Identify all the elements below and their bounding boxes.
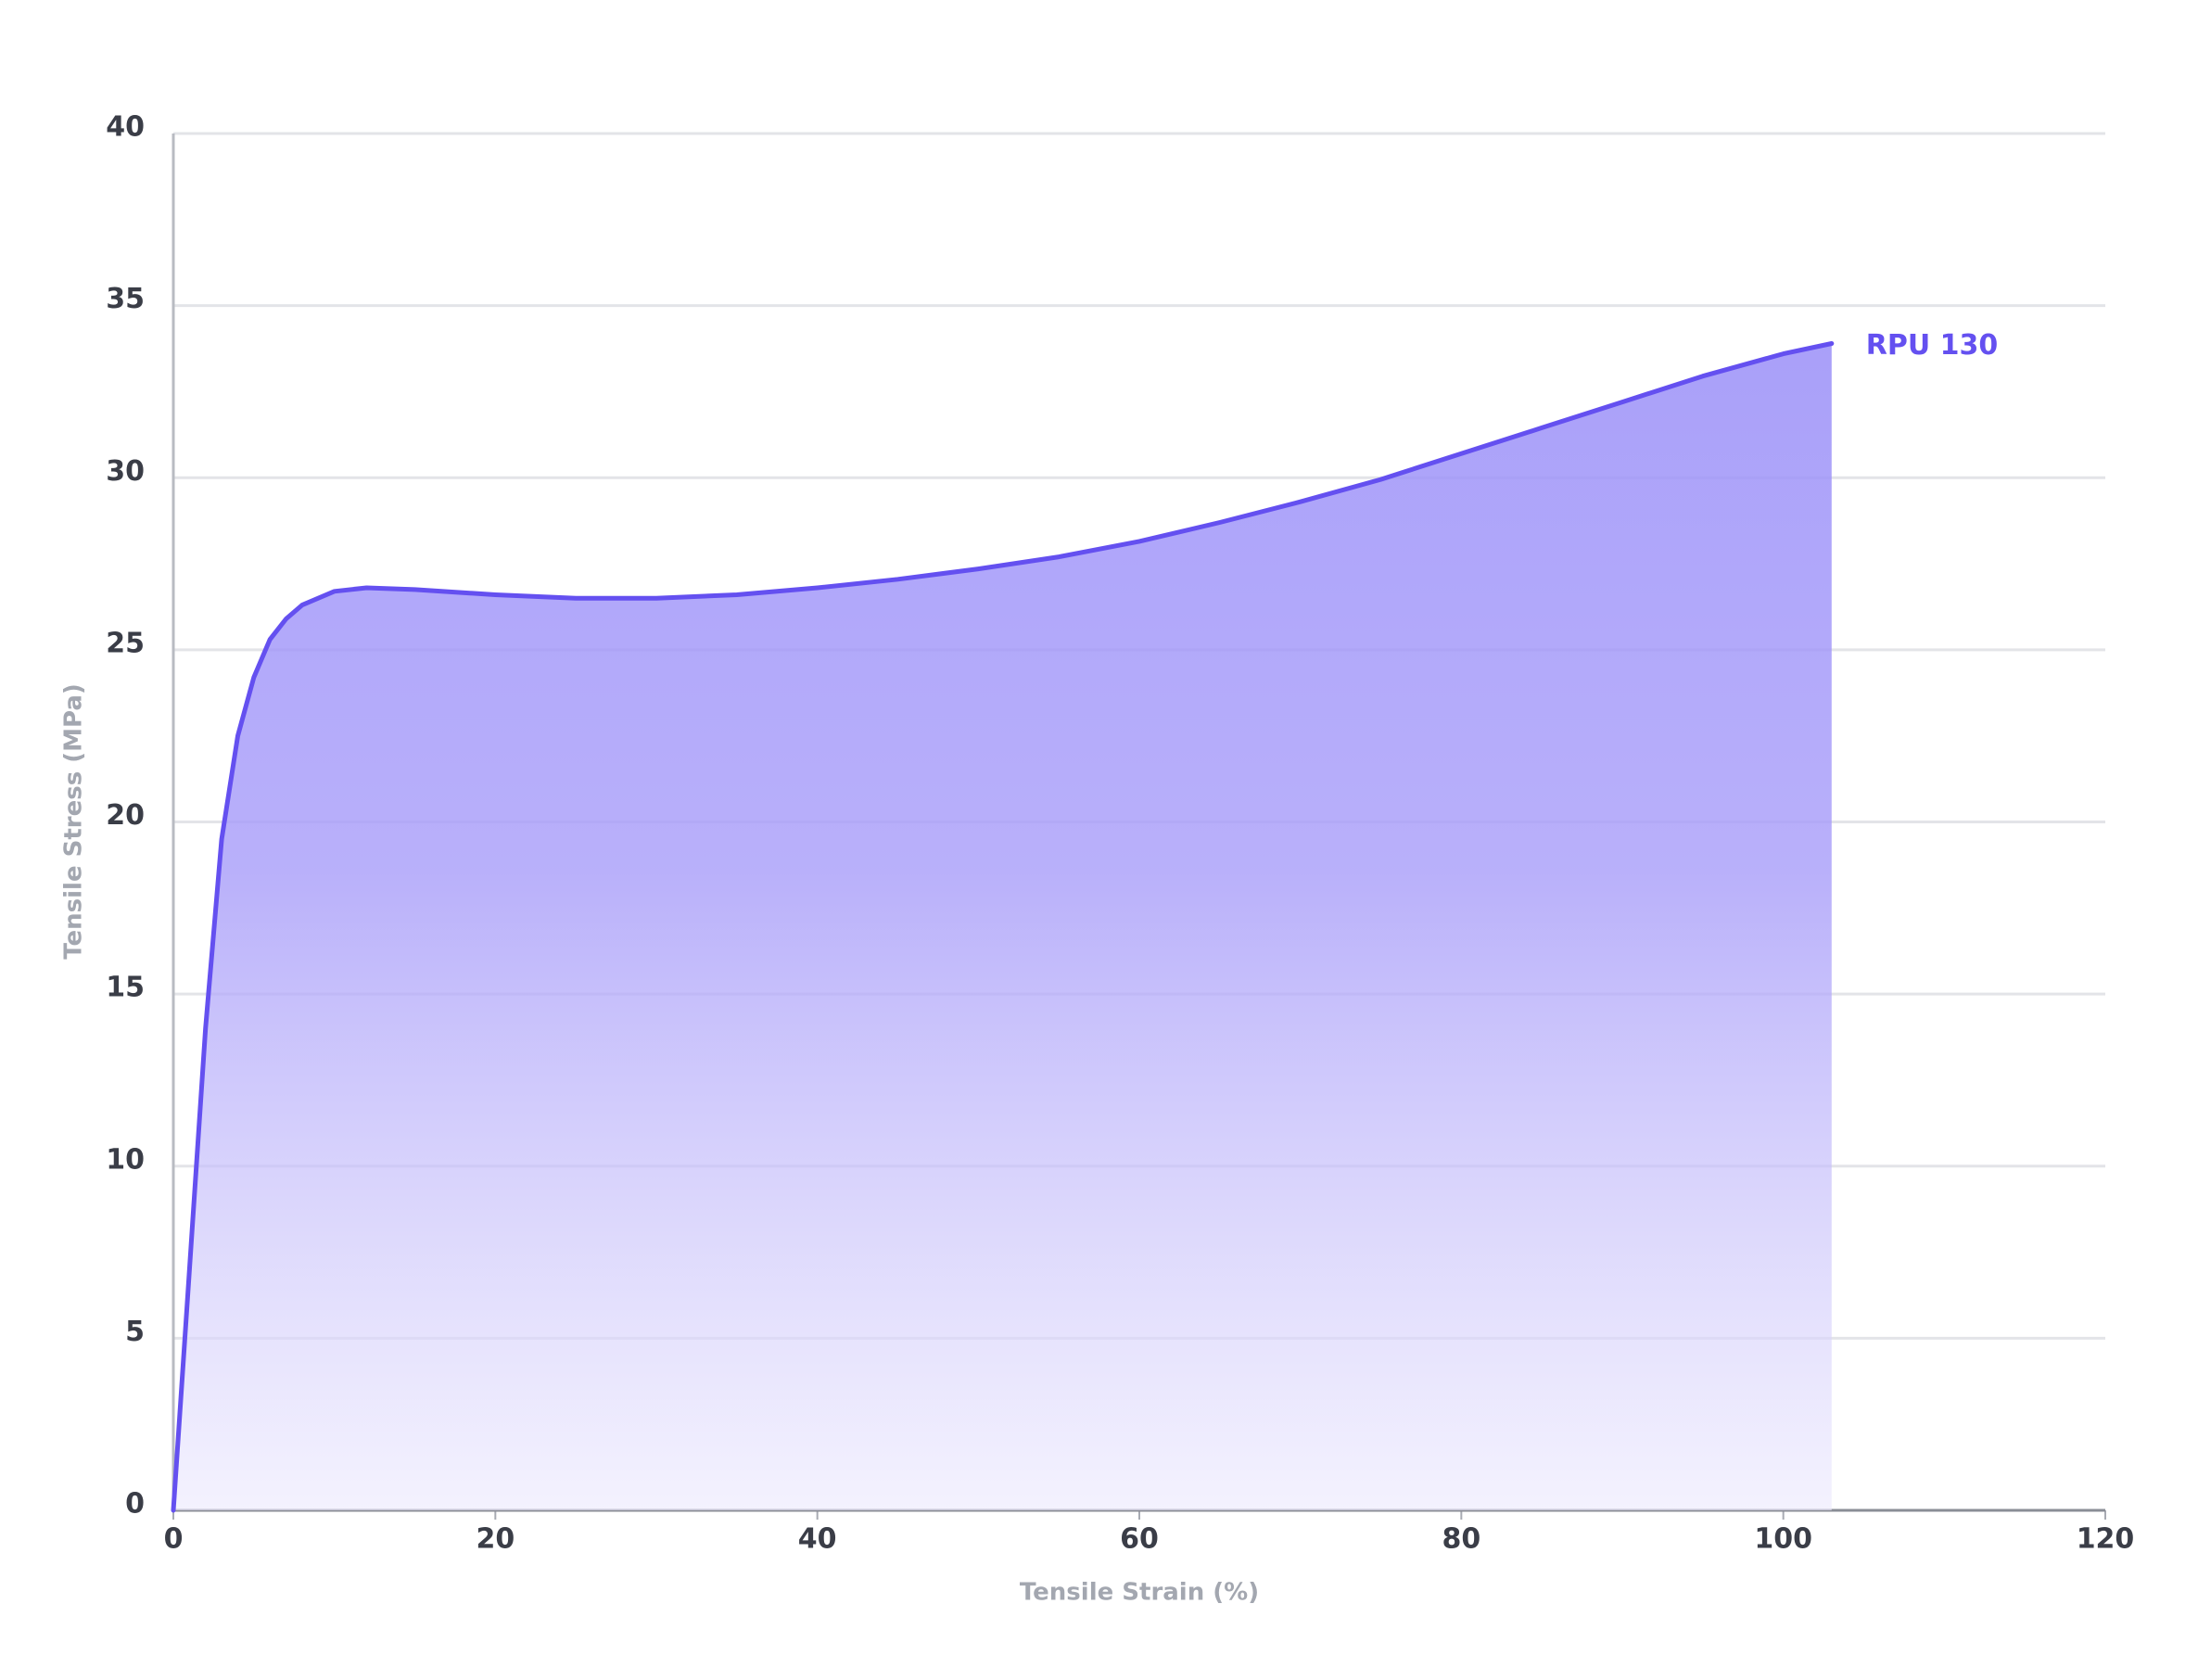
x-tick-label: 40 (798, 1523, 837, 1556)
y-tick-label: 30 (106, 455, 145, 488)
y-tick-label: 10 (106, 1143, 145, 1176)
y-tick-label: 5 (125, 1316, 145, 1348)
x-axis-title: Tensile Strain (%) (1020, 1579, 1259, 1607)
y-tick-label: 25 (106, 627, 145, 659)
line (171, 341, 1835, 1513)
y-tick-label: 0 (125, 1488, 145, 1521)
x-tick-label: 60 (1120, 1523, 1159, 1556)
x-tick-label: 120 (2077, 1523, 2135, 1556)
series-label: RPU 130 (1866, 329, 1999, 362)
x-tick-label: 100 (1754, 1523, 1812, 1556)
area-fill (173, 343, 1832, 1510)
plot (171, 341, 1835, 1513)
x-tick-label: 20 (476, 1523, 515, 1556)
y-tick-label: 35 (106, 283, 145, 315)
y-axis-title: Tensile Stress (MPa) (60, 683, 88, 960)
x-tick-label: 0 (164, 1523, 184, 1556)
y-tick-label: 40 (106, 111, 145, 144)
y-tick-label: 20 (106, 799, 145, 832)
x-tick-label: 80 (1442, 1523, 1480, 1556)
y-tick-label: 15 (106, 972, 145, 1004)
